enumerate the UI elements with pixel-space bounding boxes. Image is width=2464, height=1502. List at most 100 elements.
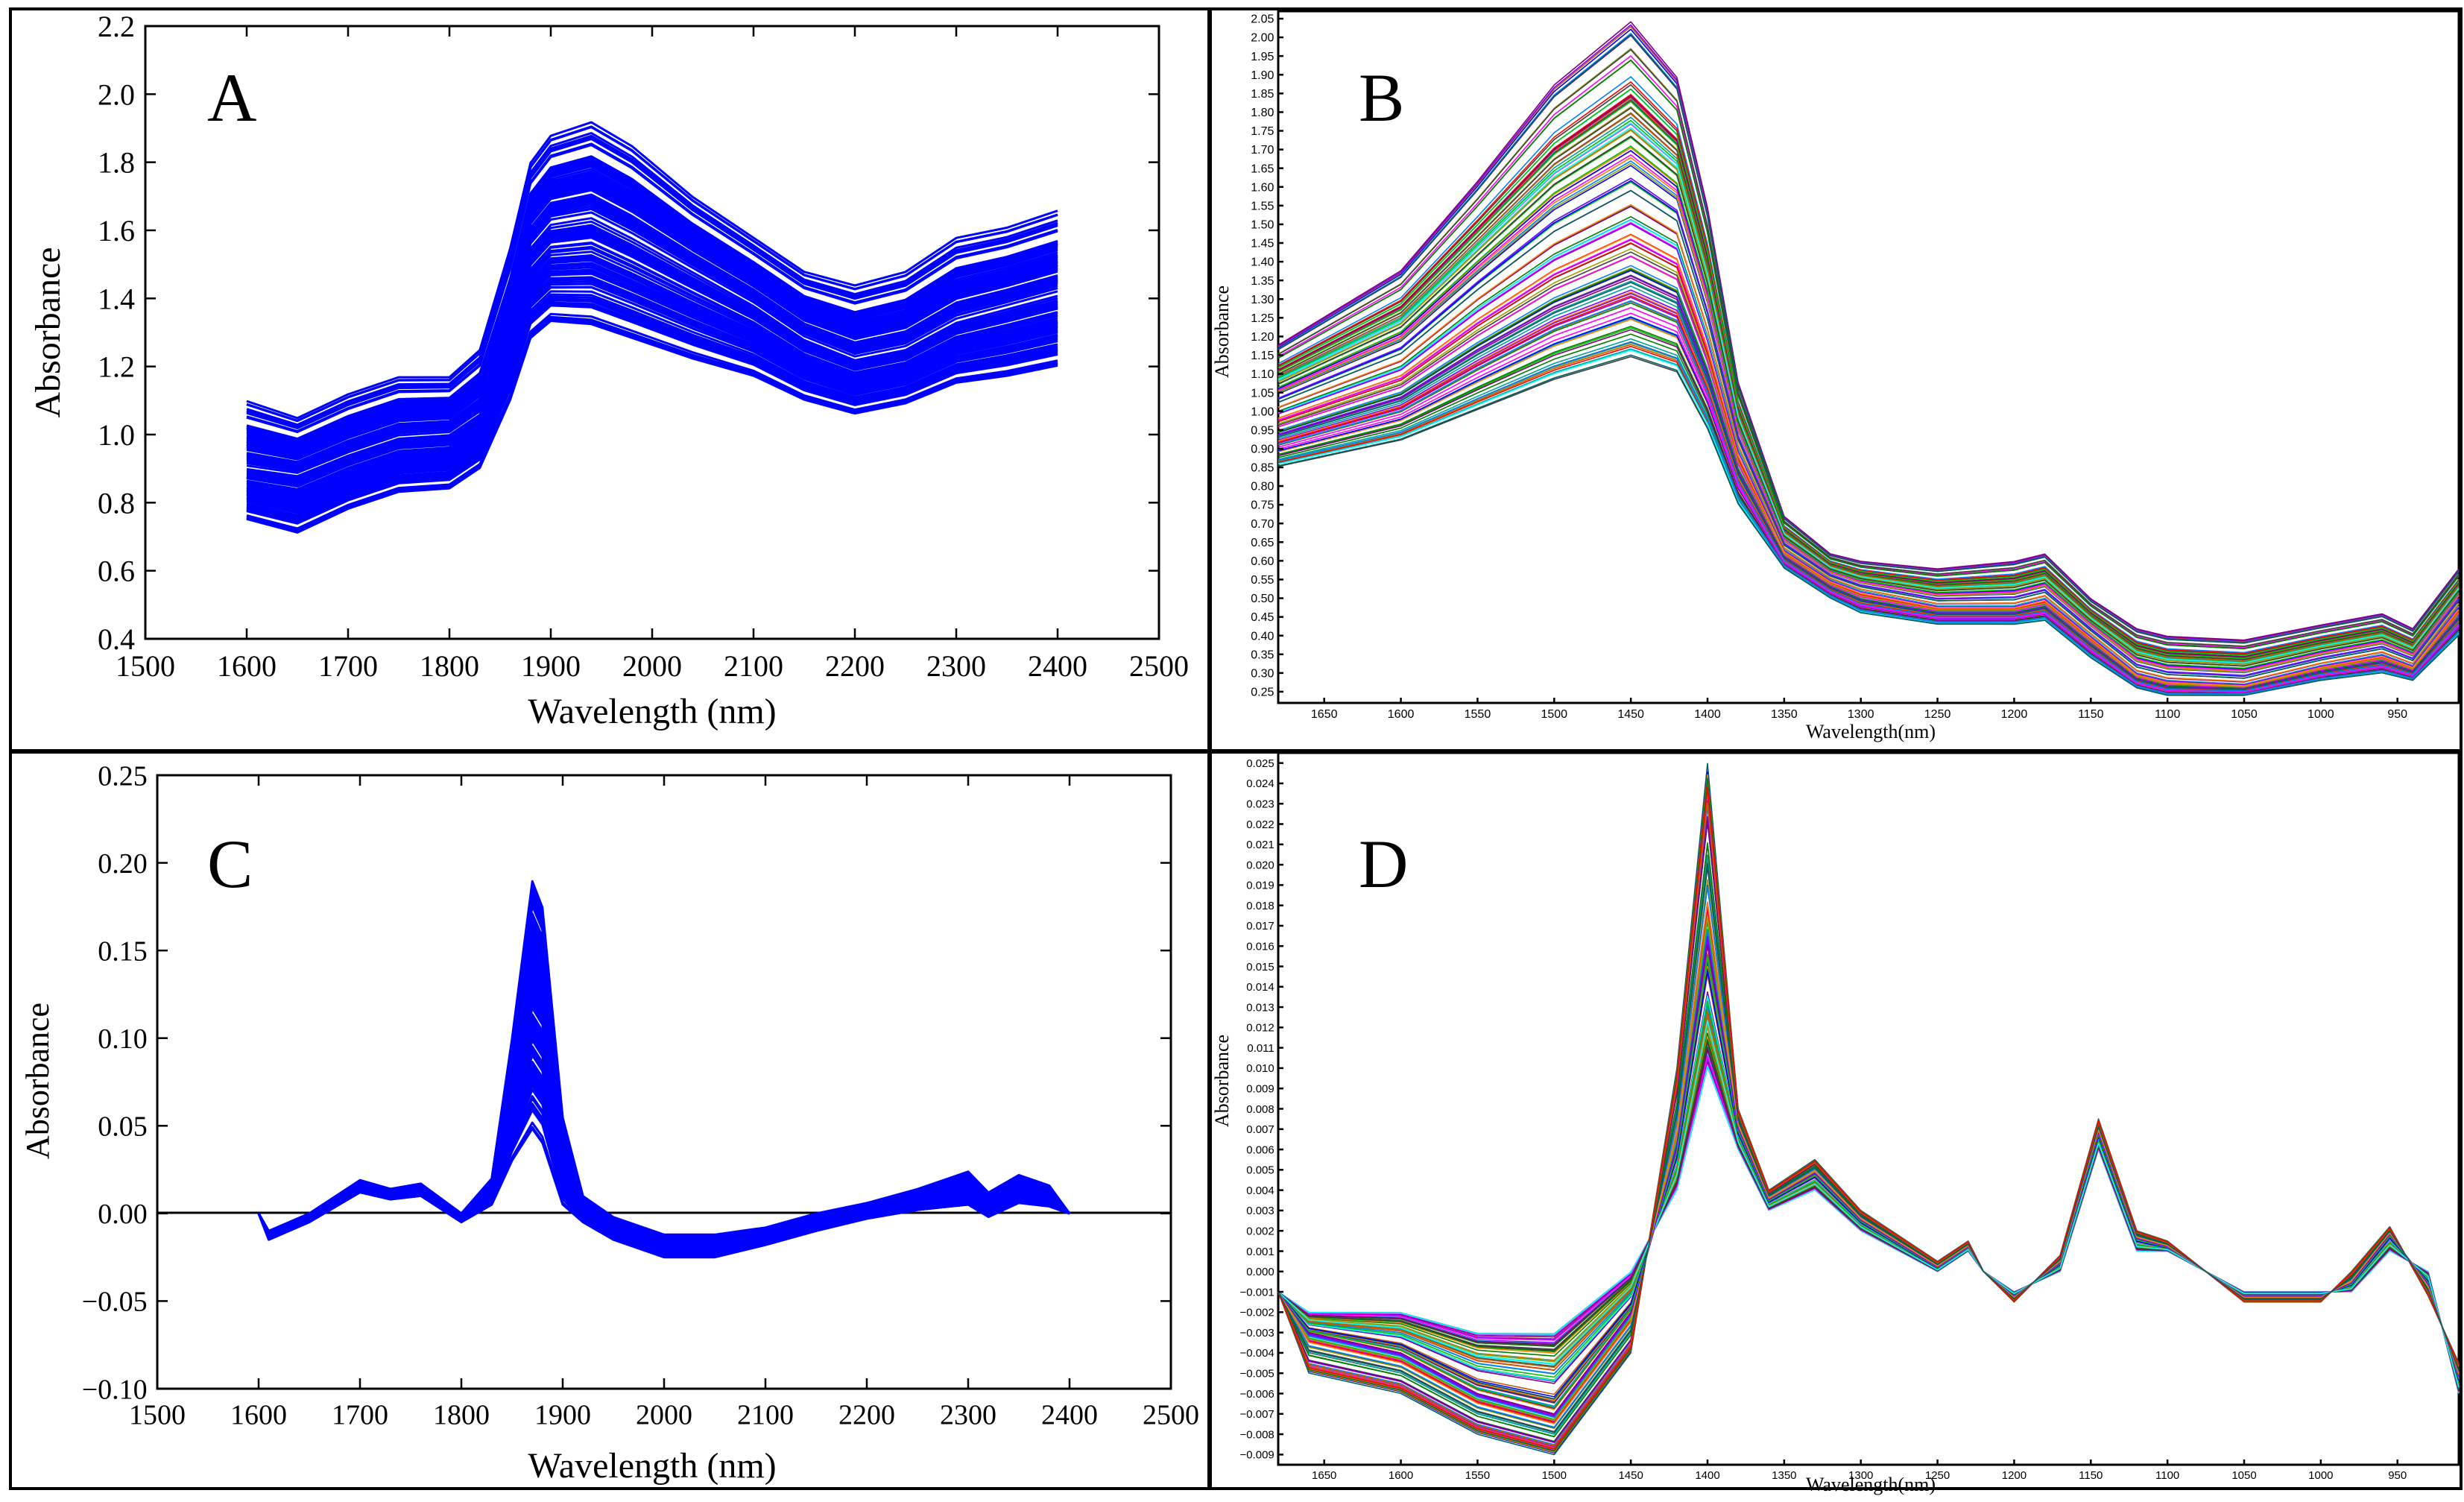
y-tick-label: 0.018 bbox=[1246, 900, 1274, 912]
y-tick-label: 0.005 bbox=[1246, 1164, 1274, 1177]
spectrum-line bbox=[257, 1013, 1070, 1252]
y-tick-label: 0.010 bbox=[1246, 1062, 1274, 1075]
spectrum-line bbox=[246, 250, 1058, 496]
panel-a-gridless-plot: 1500 1600 1700 1800 1900 2000 2100 2200 2300 2400… bbox=[98, 10, 1189, 683]
spectrum-line bbox=[257, 1096, 1070, 1257]
y-tick-label: 0.25 bbox=[98, 760, 148, 792]
spectrum-line bbox=[1277, 354, 2460, 696]
spectrum-line bbox=[1277, 101, 2460, 659]
spectrum-line bbox=[1277, 300, 2460, 692]
y-tick-label: 0.008 bbox=[1246, 1103, 1274, 1116]
spectrum-line bbox=[1277, 862, 2460, 1433]
y-tick-label: −0.001 bbox=[1239, 1286, 1274, 1299]
spectrum-line bbox=[246, 245, 1058, 493]
y-tick-label: 0.85 bbox=[1251, 462, 1274, 475]
x-tick-label: 1700 bbox=[318, 649, 378, 683]
y-tick-label: 0.003 bbox=[1246, 1205, 1274, 1217]
y-tick-label: 0.023 bbox=[1246, 798, 1274, 810]
y-tick-label: 1.05 bbox=[1251, 387, 1274, 400]
spectrum-line bbox=[1277, 203, 2460, 682]
spectrum-line bbox=[257, 903, 1071, 1239]
y-tick-label: 0.019 bbox=[1246, 880, 1274, 892]
spectrum-line bbox=[246, 189, 1058, 461]
y-tick-label: 1.90 bbox=[1251, 69, 1274, 82]
x-tick-label: 1000 bbox=[2308, 1469, 2333, 1482]
x-tick-label: 1300 bbox=[1848, 1469, 1873, 1482]
x-tick-label: 2100 bbox=[737, 1400, 794, 1431]
spectrum-line bbox=[1277, 130, 2460, 666]
x-tick-label: 1050 bbox=[2231, 708, 2258, 721]
y-tick-label: 0.35 bbox=[1251, 649, 1274, 661]
spectrum-line bbox=[246, 155, 1058, 441]
y-tick-label: 1.20 bbox=[1251, 331, 1274, 344]
spectrum-line bbox=[246, 159, 1058, 443]
y-tick-label: 0.004 bbox=[1246, 1184, 1274, 1197]
spectrum-line bbox=[1277, 935, 2460, 1417]
x-tick-label: 950 bbox=[2387, 708, 2407, 721]
spectrum-line bbox=[1277, 786, 2460, 1450]
y-tick-label: −0.007 bbox=[1239, 1408, 1274, 1421]
x-tick-label: 1500 bbox=[129, 1400, 186, 1431]
spectrum-line bbox=[1277, 189, 2460, 679]
y-tick-label: 1.2 bbox=[98, 350, 135, 384]
panel-c: 1500 1600 1700 1800 1900 2000 2100 2200 2300 2400… bbox=[9, 749, 1212, 1490]
y-tick-label: 0.20 bbox=[98, 848, 148, 880]
spectrum-line bbox=[246, 293, 1058, 519]
panel-c-curves bbox=[257, 880, 1071, 1259]
x-tick-label: 2000 bbox=[636, 1400, 692, 1431]
x-tick-label: 1100 bbox=[2155, 1469, 2179, 1482]
x-tick-label: 2400 bbox=[1041, 1400, 1098, 1431]
x-tick-label: 1550 bbox=[1465, 1469, 1490, 1482]
x-tick-label: 1450 bbox=[1618, 1469, 1643, 1482]
panel-d-letter: D bbox=[1359, 826, 1408, 902]
x-tick-label: 2500 bbox=[1143, 1400, 1199, 1431]
spectrum-line bbox=[1277, 21, 2460, 641]
panel-c-ylabel: Absorbance bbox=[19, 1003, 56, 1159]
spectrum-line bbox=[246, 196, 1058, 465]
y-tick-label: 2.00 bbox=[1251, 32, 1274, 45]
y-tick-label: 0.50 bbox=[1251, 593, 1274, 605]
spectrum-line bbox=[246, 207, 1058, 472]
spectrum-line bbox=[246, 290, 1058, 517]
panel-b-xlabel: Wavelength(nm) bbox=[1806, 721, 1936, 742]
panel-d-frame bbox=[1207, 749, 2463, 1490]
y-tick-label: −0.006 bbox=[1239, 1388, 1274, 1401]
y-tick-label: −0.003 bbox=[1239, 1327, 1274, 1340]
panel-b-curves bbox=[1277, 21, 2460, 696]
x-tick-label: 1600 bbox=[230, 1400, 287, 1431]
y-tick-label: 2.05 bbox=[1251, 13, 1274, 26]
spectrum-line bbox=[246, 271, 1058, 507]
x-tick-label: 1600 bbox=[217, 649, 277, 683]
x-tick-label: 2000 bbox=[622, 649, 682, 683]
x-tick-label: 1500 bbox=[116, 649, 175, 683]
y-tick-label: 0.8 bbox=[98, 486, 135, 520]
x-tick-label: 1050 bbox=[2231, 1469, 2256, 1482]
spectrum-line bbox=[246, 174, 1058, 452]
spectrum-line bbox=[246, 297, 1058, 521]
spectrum-line bbox=[1277, 312, 2460, 693]
spectrum-line bbox=[1277, 107, 2460, 660]
spectrum-line bbox=[246, 132, 1058, 426]
x-tick-label: 1800 bbox=[433, 1400, 490, 1431]
y-tick-label: 0.05 bbox=[98, 1111, 148, 1143]
spectrum-line bbox=[1277, 223, 2460, 686]
y-tick-label: 1.65 bbox=[1251, 162, 1274, 175]
panel-a: 1500 1600 1700 1800 1900 2000 2100 2200 2300 2400… bbox=[9, 7, 1212, 754]
y-tick-label: 0.95 bbox=[1251, 424, 1274, 437]
x-tick-label: 1650 bbox=[1312, 1469, 1336, 1482]
y-tick-label: 1.6 bbox=[98, 214, 135, 247]
x-tick-label: 950 bbox=[2388, 1469, 2407, 1482]
panel-d-curves bbox=[1277, 763, 2460, 1456]
y-tick-label: 1.70 bbox=[1251, 144, 1274, 157]
y-tick-label: 0.10 bbox=[98, 1023, 148, 1055]
y-tick-label: −0.05 bbox=[82, 1287, 148, 1318]
spectrum-line bbox=[1277, 48, 2460, 648]
panel-a-letter: A bbox=[207, 60, 256, 136]
y-tick-label: −0.002 bbox=[1239, 1307, 1274, 1319]
panel-d: 1650 1600 1550 1500 1450 1400 1350 1300 1250 1200… bbox=[1207, 749, 2463, 1495]
spectrum-line bbox=[246, 177, 1058, 454]
spectrum-line bbox=[246, 285, 1058, 514]
x-tick-label: 2400 bbox=[1028, 649, 1087, 683]
y-tick-label: 1.15 bbox=[1251, 350, 1274, 362]
